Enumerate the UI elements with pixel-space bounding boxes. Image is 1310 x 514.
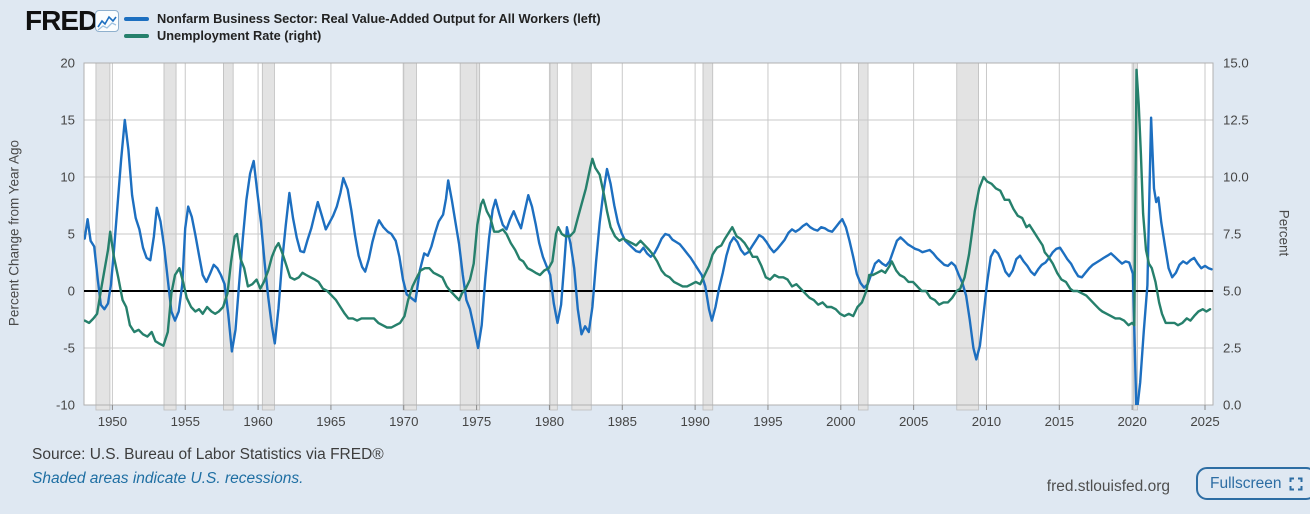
left-axis-tick-label: -5 bbox=[63, 341, 75, 356]
x-axis-tick-label: 1950 bbox=[98, 414, 127, 429]
left-axis-tick-label: -10 bbox=[56, 398, 75, 413]
legend-label-unemployment: Unemployment Rate (right) bbox=[157, 28, 322, 43]
x-axis-tick-label: 1970 bbox=[389, 414, 418, 429]
recession-band bbox=[702, 62, 714, 411]
fred-logo-text: FRED bbox=[25, 5, 98, 36]
legend-item-output[interactable]: Nonfarm Business Sector: Real Value-Adde… bbox=[124, 10, 601, 27]
x-axis-tick-label: 1960 bbox=[243, 414, 272, 429]
right-axis-tick-label: 0.0 bbox=[1223, 398, 1241, 413]
x-axis-tick-label: 1980 bbox=[535, 414, 564, 429]
right-axis-tick-label: 7.5 bbox=[1223, 227, 1241, 242]
legend-label-output: Nonfarm Business Sector: Real Value-Adde… bbox=[157, 11, 601, 26]
left-axis-tick-label: 0 bbox=[68, 284, 75, 299]
x-axis-tick-label: 2020 bbox=[1117, 414, 1146, 429]
recession-band bbox=[95, 62, 111, 411]
recession-band bbox=[571, 62, 592, 411]
recession-band bbox=[163, 62, 177, 411]
x-axis-tick-label: 2005 bbox=[899, 414, 928, 429]
recession-band bbox=[402, 62, 417, 411]
fullscreen-expand-icon bbox=[1289, 477, 1302, 490]
chart-canvas[interactable]: 20151050-5-1015.012.510.07.55.02.50.0195… bbox=[0, 0, 1310, 440]
x-axis-tick-label: 1985 bbox=[608, 414, 637, 429]
left-axis-tick-label: 10 bbox=[60, 170, 75, 185]
x-axis-tick-label: 2000 bbox=[826, 414, 855, 429]
source-text: Source: U.S. Bureau of Labor Statistics … bbox=[32, 446, 384, 463]
right-axis-tick-label: 15.0 bbox=[1223, 56, 1249, 71]
x-axis-tick-label: 1975 bbox=[462, 414, 491, 429]
left-axis-tick-label: 20 bbox=[60, 56, 75, 71]
recession-band bbox=[261, 62, 275, 411]
fullscreen-button-label: Fullscreen bbox=[1210, 474, 1282, 492]
right-axis-tick-label: 5.0 bbox=[1223, 284, 1241, 299]
legend-item-unemployment[interactable]: Unemployment Rate (right) bbox=[124, 27, 601, 44]
site-link: fred.stlouisfed.org bbox=[1046, 478, 1170, 495]
right-axis-tick-label: 12.5 bbox=[1223, 113, 1249, 128]
fred-logo[interactable]: FRED® bbox=[25, 5, 103, 37]
x-axis-tick-label: 1990 bbox=[680, 414, 709, 429]
right-axis-title: Percent bbox=[1276, 209, 1292, 257]
series-unemployment-line bbox=[84, 68, 1212, 347]
recession-band bbox=[223, 62, 234, 411]
fullscreen-button[interactable]: Fullscreen bbox=[1196, 467, 1310, 500]
left-axis-title: Percent Change from Year Ago bbox=[6, 139, 22, 327]
left-axis-tick-label: 5 bbox=[68, 227, 75, 242]
x-axis-tick-label: 2025 bbox=[1190, 414, 1219, 429]
recession-band bbox=[858, 62, 869, 411]
plot-border bbox=[83, 62, 1214, 406]
left-axis-tick-label: 15 bbox=[60, 113, 75, 128]
legend: Nonfarm Business Sector: Real Value-Adde… bbox=[124, 10, 601, 44]
x-axis-tick-label: 1995 bbox=[753, 414, 782, 429]
sparkline-chart-icon bbox=[95, 10, 119, 32]
x-axis-tick-label: 2010 bbox=[972, 414, 1001, 429]
legend-swatch-unemployment bbox=[124, 33, 149, 38]
recession-note: Shaded areas indicate U.S. recessions. bbox=[32, 470, 304, 487]
right-axis-tick-label: 10.0 bbox=[1223, 170, 1249, 185]
right-axis-tick-label: 2.5 bbox=[1223, 341, 1241, 356]
series-output-line bbox=[84, 116, 1213, 405]
x-axis-tick-label: 1965 bbox=[316, 414, 345, 429]
legend-swatch-output bbox=[124, 16, 149, 21]
x-axis-tick-label: 1955 bbox=[171, 414, 200, 429]
x-axis-tick-label: 2015 bbox=[1045, 414, 1074, 429]
